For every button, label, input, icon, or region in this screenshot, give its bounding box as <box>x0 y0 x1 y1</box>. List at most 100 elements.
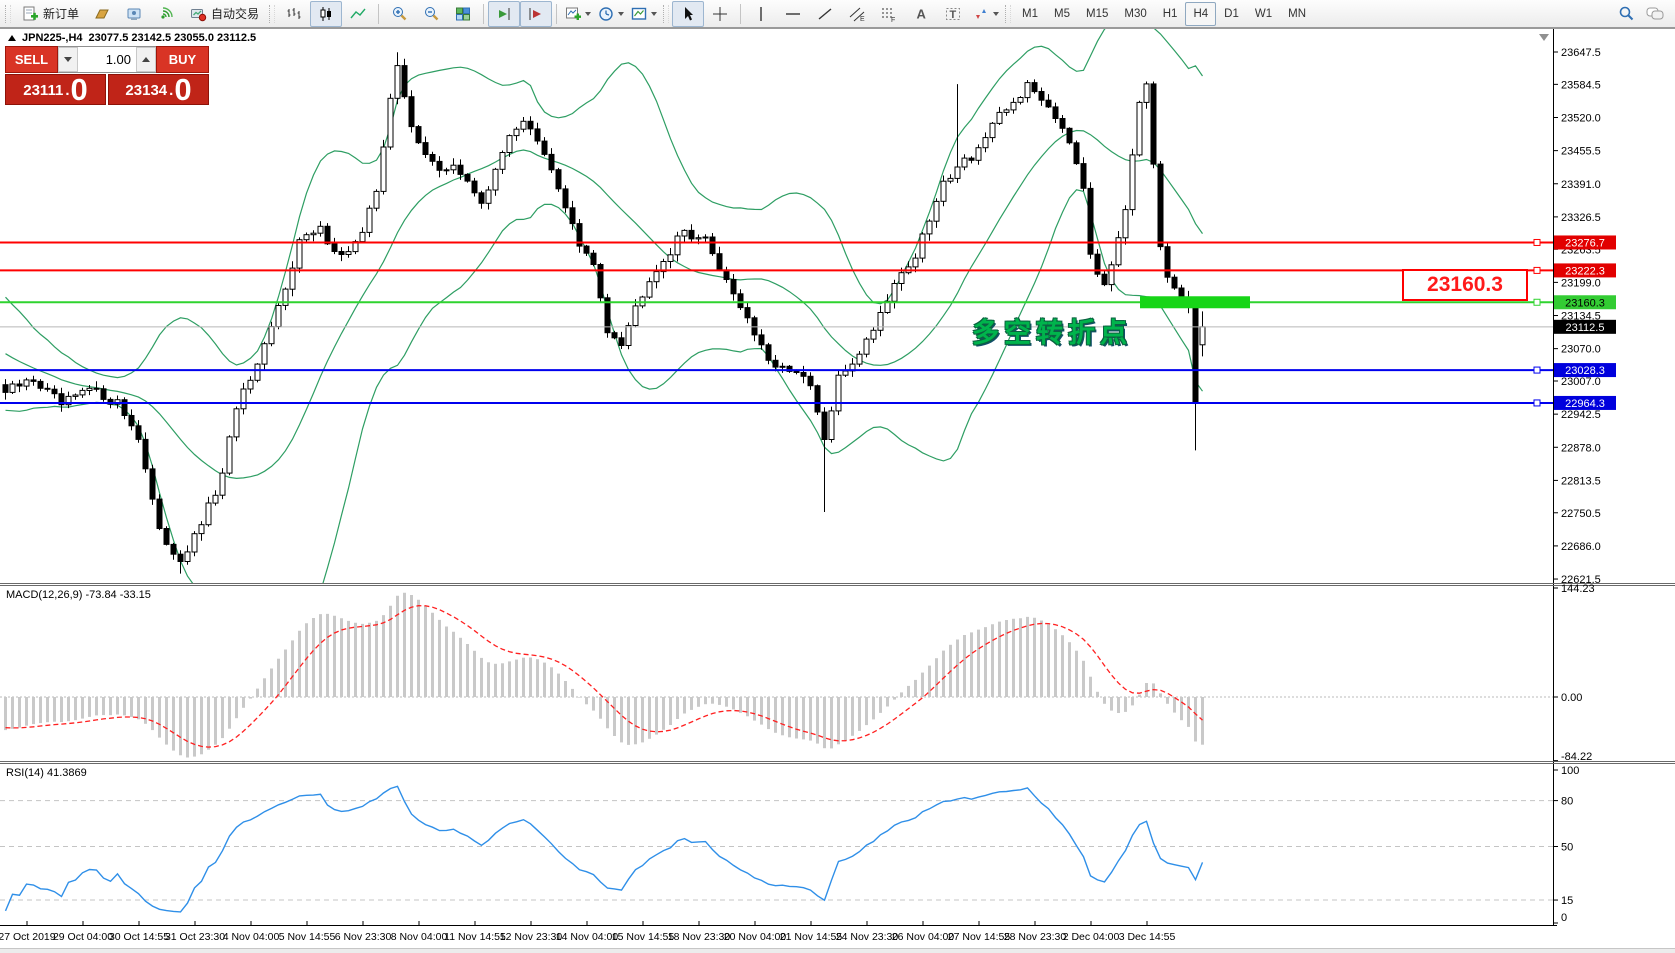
candle-body <box>58 393 65 406</box>
candle-body <box>408 96 415 128</box>
price-axis-label: 22686.0 <box>1561 541 1601 553</box>
candle-body <box>359 231 366 243</box>
line-anchor-marker[interactable] <box>1533 238 1541 246</box>
price-axis-label: 23326.5 <box>1561 212 1601 224</box>
new-order-button[interactable]: 新订单 <box>14 1 86 27</box>
date-axis-label: 3 Dec 14:55 <box>1119 931 1176 943</box>
candle-body <box>1171 276 1178 289</box>
profiles-button[interactable] <box>118 1 150 27</box>
timeframe-d1-button[interactable]: D1 <box>1224 7 1239 20</box>
date-axis-label: 30 Oct 14:55 <box>109 931 169 943</box>
sell-price[interactable]: 23111. 0 <box>5 73 106 105</box>
date-axis-label: 31 Oct 23:30 <box>165 931 225 943</box>
triangle-down-icon <box>64 57 72 62</box>
candle-body <box>107 398 114 405</box>
timeframe-m1-button[interactable]: M1 <box>1022 7 1039 20</box>
candle-body <box>646 281 653 298</box>
toolbar-grip[interactable] <box>5 4 11 23</box>
timeframe-mn-button[interactable]: MN <box>1288 7 1306 20</box>
candle-body <box>310 232 317 236</box>
chart-annotation-text[interactable]: 多空转折点 <box>972 318 1132 348</box>
sell-button[interactable]: SELL <box>5 46 58 73</box>
price-line-axis-chip <box>1554 395 1616 410</box>
channel-tool-button[interactable]: E <box>841 1 873 27</box>
tile-windows-button[interactable] <box>447 1 479 27</box>
toolbar-grip[interactable] <box>269 4 276 23</box>
market-watch-button[interactable] <box>86 1 118 27</box>
periods-button[interactable] <box>594 1 627 27</box>
timeframe-h4-button[interactable]: H4 <box>1185 1 1217 26</box>
search-icon[interactable] <box>1617 5 1635 23</box>
arrows-tool-button[interactable] <box>969 1 1002 27</box>
candle-body <box>1094 253 1101 275</box>
vertical-line-tool-button[interactable] <box>745 1 777 27</box>
timeframe-m15-button[interactable]: M15 <box>1086 7 1109 20</box>
line-chart-mode-button[interactable] <box>342 1 374 27</box>
candle-body <box>100 388 107 400</box>
candle-body <box>44 387 51 390</box>
volume-stepper <box>58 46 156 73</box>
candlestick-mode-button[interactable] <box>310 0 343 27</box>
chart-shift-marker[interactable] <box>1539 34 1549 41</box>
date-axis-label: 26 Nov 04:00 <box>892 931 955 943</box>
volume-increase-button[interactable] <box>136 47 156 72</box>
toolbar-grip[interactable] <box>663 4 670 23</box>
fibonacci-tool-button[interactable]: F <box>873 1 905 27</box>
line-anchor-marker[interactable] <box>1533 366 1541 374</box>
trendline-tool-button[interactable] <box>809 1 841 27</box>
line-anchor-marker[interactable] <box>1533 399 1541 407</box>
highlight-zone-rect[interactable] <box>1140 296 1250 309</box>
signal-button[interactable] <box>150 1 182 27</box>
candle-body <box>1017 97 1024 103</box>
one-click-trading-panel: SELL BUY 23111.0 23134.0 <box>5 46 209 105</box>
date-axis-label: 27 Nov 14:55 <box>948 931 1011 943</box>
timeframe-m30-button[interactable]: M30 <box>1124 7 1147 20</box>
candle-body <box>51 388 58 395</box>
bar-chart-mode-button[interactable] <box>278 1 310 27</box>
autotrading-button[interactable]: 自动交易 <box>182 1 266 27</box>
candle-body <box>779 365 786 368</box>
buy-price[interactable]: 23134. 0 <box>108 73 209 105</box>
volume-input[interactable] <box>78 47 136 72</box>
text-tool-button[interactable]: A <box>905 1 937 27</box>
chat-icon[interactable] <box>1645 5 1665 23</box>
macd-label: MACD(12,26,9) -73.84 -33.15 <box>6 589 151 601</box>
cursor-tool-button[interactable] <box>672 0 705 27</box>
candle-body <box>667 254 674 263</box>
timeframe-h1-button[interactable]: H1 <box>1162 7 1178 20</box>
line-anchor-marker[interactable] <box>1533 266 1541 274</box>
text-label-tool-button[interactable]: T <box>937 1 969 27</box>
fibonacci-icon: F <box>882 8 895 23</box>
zoom-out-button[interactable] <box>415 1 447 27</box>
auto-scroll-button[interactable] <box>488 0 521 27</box>
candle-body <box>1199 326 1206 346</box>
candle-body <box>30 379 37 382</box>
timeframe-m5-button[interactable]: M5 <box>1054 7 1070 20</box>
timeframe-w1-button[interactable]: W1 <box>1254 7 1273 20</box>
price-axis-label: 22813.5 <box>1561 475 1601 487</box>
macd-signal-line <box>5 605 1203 748</box>
line-chart-icon <box>350 8 366 18</box>
chart-shift-button[interactable] <box>520 0 553 27</box>
candle-body <box>72 394 79 397</box>
horizontal-line-tool-button[interactable] <box>777 1 809 27</box>
candle-body <box>373 190 380 209</box>
candle-body <box>37 380 44 389</box>
buy-button[interactable]: BUY <box>156 46 209 73</box>
candle-body <box>1073 142 1080 165</box>
chart-ohlc-label: 23077.5 23142.5 23055.0 23112.5 <box>88 32 257 44</box>
candle-body <box>345 251 352 256</box>
zoom-in-button[interactable] <box>383 1 415 27</box>
candle-body <box>464 173 471 182</box>
price-callout-label[interactable]: 23160.3 <box>1402 269 1528 301</box>
volume-decrease-button[interactable] <box>58 47 78 72</box>
crosshair-tool-button[interactable] <box>704 1 736 27</box>
add-indicator-button[interactable] <box>561 1 594 27</box>
candle-body <box>632 305 639 326</box>
collapse-icon[interactable] <box>8 35 16 41</box>
rsi-axis-label: 0 <box>1561 912 1567 924</box>
toolbar-grip[interactable] <box>1005 4 1012 23</box>
templates-button[interactable] <box>627 1 660 27</box>
line-anchor-marker[interactable] <box>1533 298 1541 306</box>
